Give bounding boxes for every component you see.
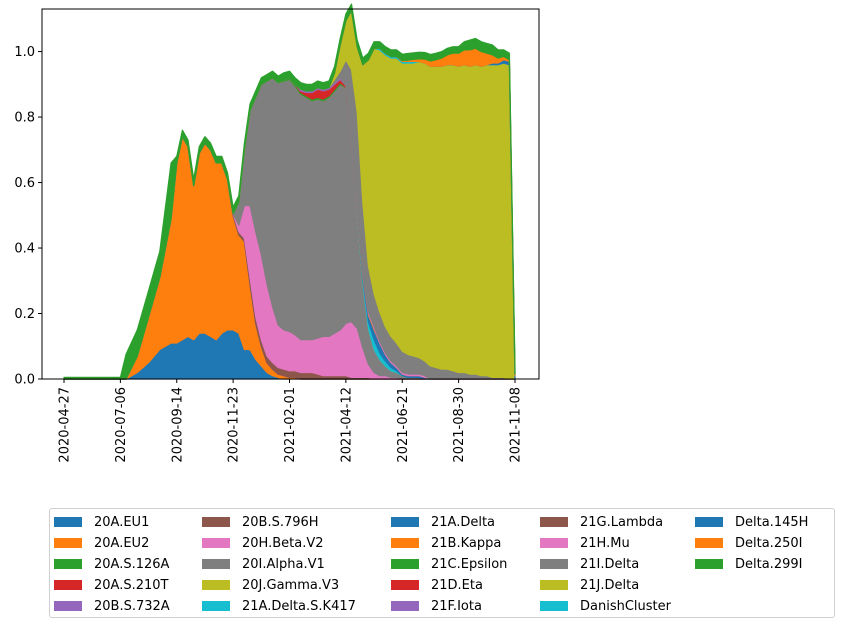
legend-item: Delta.250I [695, 533, 802, 553]
legend-swatch [202, 517, 230, 527]
legend-swatch [540, 517, 568, 527]
legend-swatch [202, 559, 230, 569]
legend-swatch [54, 559, 82, 569]
legend-item: 21J.Delta [540, 575, 639, 595]
legend-swatch [54, 538, 82, 548]
legend-item: 20A.S.126A [54, 554, 169, 574]
y-axis: 0.0 0.2 0.4 0.6 0.8 1.0 [14, 45, 42, 388]
legend-label: 20J.Gamma.V3 [242, 577, 340, 593]
legend-label: 21I.Delta [580, 556, 640, 572]
legend-item: 20I.Alpha.V1 [202, 554, 325, 574]
legend-item: 20B.S.796H [202, 512, 319, 532]
legend-item: 20H.Beta.V2 [202, 533, 324, 553]
legend-label: 21D.Eta [431, 577, 483, 593]
y-tick-label: 0.4 [14, 242, 35, 257]
legend-label: 20I.Alpha.V1 [242, 556, 325, 572]
y-tick-label: 0.6 [14, 176, 35, 191]
legend-swatch [695, 538, 723, 548]
legend-label: 20A.EU2 [94, 535, 150, 551]
legend-label: 20B.S.732A [94, 598, 170, 614]
legend-item: 21D.Eta [391, 575, 483, 595]
x-tick-label: 2021-11-08 [509, 387, 524, 463]
legend-item: Delta.145H [695, 512, 808, 532]
legend-item: 20J.Gamma.V3 [202, 575, 339, 595]
legend-label: 21A.Delta [431, 514, 496, 530]
legend-label: 21J.Delta [580, 577, 640, 593]
legend-label: 20A.EU1 [94, 514, 150, 530]
legend-swatch [202, 580, 230, 590]
area-series-group [63, 3, 516, 380]
legend-swatch [540, 538, 568, 548]
legend-label: 21A.Delta.S.K417 [242, 598, 356, 614]
x-tick-label: 2021-08-30 [452, 387, 467, 463]
legend-label: Delta.299I [735, 556, 803, 572]
legend-swatch [54, 601, 82, 611]
legend-item: 20B.S.732A [54, 596, 170, 616]
plot-frame [41, 8, 540, 380]
x-tick-label: 2021-06-21 [396, 387, 411, 463]
legend-label: 21F.Iota [431, 598, 482, 614]
legend-item: 20A.S.210T [54, 575, 168, 595]
y-tick-label: 0.0 [14, 373, 35, 388]
legend-item: 20A.EU2 [54, 533, 149, 553]
y-tick-label: 1.0 [14, 45, 35, 60]
y-tick-label: 0.2 [14, 307, 35, 322]
legend-swatch [391, 580, 419, 590]
legend-swatch [695, 559, 723, 569]
legend-item: 21F.Iota [391, 596, 482, 616]
legend-item: 20A.EU1 [54, 512, 149, 532]
y-tick-label: 0.8 [14, 111, 35, 126]
legend-swatch [391, 538, 419, 548]
legend-label: 20H.Beta.V2 [242, 535, 324, 551]
legend-swatch [54, 517, 82, 527]
legend-swatch [540, 580, 568, 590]
legend-item: 21A.Delta [391, 512, 495, 532]
legend-swatch [540, 601, 568, 611]
legend-swatch [391, 601, 419, 611]
legend-item: DanishCluster [540, 596, 671, 616]
stacked-area-chart: 0.00.20.40.60.81.0 2020-04-27 2020-07-06 2… [14, 3, 540, 463]
legend-label: 20A.S.210T [94, 577, 169, 593]
legend-item: Delta.299I [695, 554, 802, 574]
legend-swatch [391, 517, 419, 527]
legend-swatch [540, 559, 568, 569]
legend-item: 21G.Lambda [540, 512, 663, 532]
legend-item: 21B.Kappa [391, 533, 501, 553]
legend-swatch [202, 538, 230, 548]
legend-swatch [695, 517, 723, 527]
legend-label: 20A.S.126A [94, 556, 170, 572]
legend-label: 20B.S.796H [242, 514, 319, 530]
legend-label: Delta.145H [735, 514, 809, 530]
x-axis: 2020-04-27 2020-07-06 2020-09-14 2020-11-23… [58, 379, 524, 463]
legend-item: 21A.Delta.S.K417 [202, 596, 356, 616]
legend-label: 21C.Epsilon [431, 556, 508, 572]
legend-swatch [202, 601, 230, 611]
legend-item: 21C.Epsilon [391, 554, 507, 574]
legend-label: DanishCluster [580, 598, 671, 614]
x-tick-label: 2020-09-14 [170, 387, 185, 463]
legend-swatch [54, 580, 82, 590]
legend-label: 21B.Kappa [431, 535, 502, 551]
legend-item: 21I.Delta [540, 554, 639, 574]
x-tick-label: 2021-02-01 [283, 387, 298, 463]
legend-item: 21H.Mu [540, 533, 630, 553]
chart-legend: 20A.EU1 20A.EU2 20A.S.126A 20A.S.210T 20B.S.… [49, 508, 835, 618]
x-tick-label: 2020-07-06 [114, 387, 129, 463]
x-tick-label: 2021-04-12 [339, 387, 354, 463]
x-tick-label: 2020-04-27 [58, 387, 73, 463]
legend-label: Delta.250I [735, 535, 803, 551]
legend-swatch [391, 559, 419, 569]
x-tick-label: 2020-11-23 [227, 387, 242, 463]
area-delta-299i [63, 3, 516, 380]
legend-label: 21G.Lambda [580, 514, 664, 530]
legend-label: 21H.Mu [580, 535, 630, 551]
